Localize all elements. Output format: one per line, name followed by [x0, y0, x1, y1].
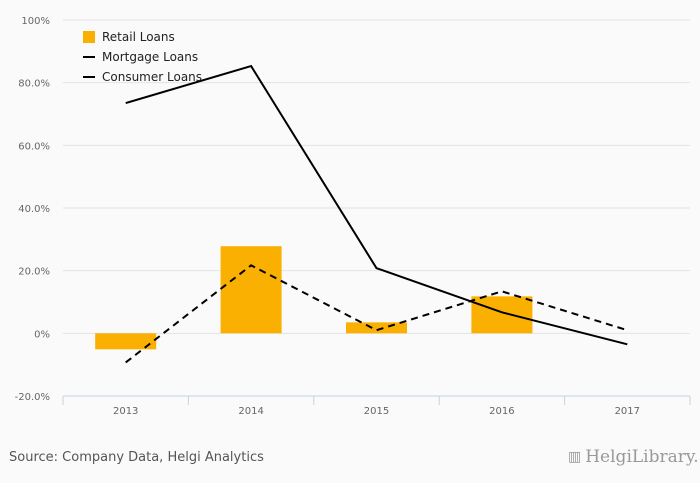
source-note: Source: Company Data, Helgi Analytics [9, 450, 264, 465]
legend-label: Mortgage Loans [102, 50, 199, 64]
y-tick-label: 20.0% [18, 267, 50, 278]
y-tick-label: 40.0% [18, 204, 50, 215]
legend-label: Consumer Loans [102, 70, 203, 84]
y-tick-label: 0% [34, 329, 50, 340]
bar-2016 [471, 296, 533, 334]
legend-swatch-solid-line [83, 56, 95, 58]
line-consumer-loans [125, 264, 628, 364]
legend: Retail Loans Mortgage Loans Consumer Loa… [83, 27, 202, 87]
y-tick-label: 60.0% [18, 141, 50, 152]
y-tick-label: -20.0% [15, 392, 50, 403]
bar-2015 [346, 322, 407, 334]
legend-swatch-bar [83, 31, 95, 43]
helgi-library-logo[interactable]: ▥ HelgiLibrary. [568, 447, 699, 467]
y-tick-label: 80.0% [18, 79, 50, 90]
legend-item-mortgage[interactable]: Mortgage Loans [83, 47, 202, 67]
bar-2013 [95, 333, 157, 350]
legend-label: Retail Loans [102, 30, 175, 44]
logo-text: HelgiLibrary. [585, 447, 699, 467]
bar-2014 [220, 246, 282, 334]
logo-icon: ▥ [568, 449, 582, 465]
legend-swatch-dashed-line [83, 76, 95, 78]
x-tick-label: 2015 [364, 406, 389, 417]
line-mortgage-loans [125, 64, 628, 346]
x-tick-label: 2014 [238, 406, 263, 417]
legend-item-consumer[interactable]: Consumer Loans [83, 67, 202, 87]
x-tick-label: 2013 [113, 406, 138, 417]
x-tick-label: 2016 [489, 406, 514, 417]
x-tick-label: 2017 [615, 406, 640, 417]
legend-item-retail[interactable]: Retail Loans [83, 27, 202, 47]
y-tick-label: 100% [21, 16, 50, 27]
